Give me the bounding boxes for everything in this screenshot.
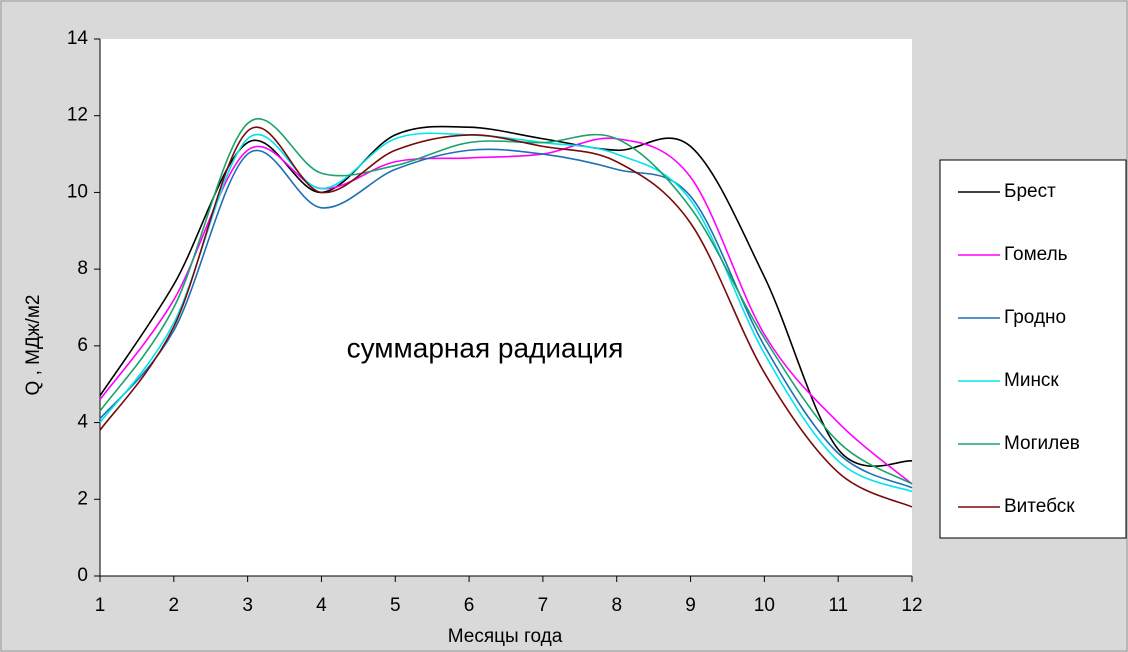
legend-label: Гродно [1004, 307, 1066, 328]
x-tick-label: 2 [169, 595, 180, 616]
x-tick-label: 1 [95, 595, 106, 616]
legend-label: Брест [1004, 181, 1056, 202]
annotation: суммарная радиация [347, 332, 624, 363]
y-tick-label: 6 [77, 335, 88, 356]
x-tick-label: 12 [901, 595, 922, 616]
y-tick-label: 4 [77, 412, 88, 433]
x-tick-label: 11 [828, 595, 848, 616]
x-tick-label: 6 [464, 595, 475, 616]
x-tick-label: 9 [685, 595, 696, 616]
x-tick-label: 10 [754, 595, 775, 616]
legend-label: Минск [1004, 370, 1059, 391]
y-tick-label: 8 [77, 258, 88, 279]
x-tick-label: 3 [242, 595, 253, 616]
plot-area [100, 39, 912, 576]
x-tick-label: 4 [316, 595, 327, 616]
y-axis-label: Q , МДж/м2 [23, 295, 44, 396]
x-tick-label: 7 [538, 595, 549, 616]
y-tick-label: 12 [67, 105, 88, 126]
legend-label: Могилев [1004, 433, 1080, 454]
page: суммарная радиация Месяцы года Q , МДж/м… [0, 0, 1128, 652]
y-tick-label: 10 [67, 181, 88, 202]
y-tick-label: 2 [77, 488, 88, 509]
x-tick-label: 8 [611, 595, 622, 616]
chart: суммарная радиация Месяцы года Q , МДж/м… [0, 0, 1128, 652]
legend-label: Витебск [1004, 496, 1075, 517]
x-axis-label: Месяцы года [448, 626, 563, 647]
y-tick-label: 14 [67, 28, 89, 49]
legend-label: Гомель [1004, 244, 1068, 265]
x-tick-label: 5 [390, 595, 401, 616]
y-tick-label: 0 [77, 565, 88, 586]
legend-box [940, 160, 1126, 538]
